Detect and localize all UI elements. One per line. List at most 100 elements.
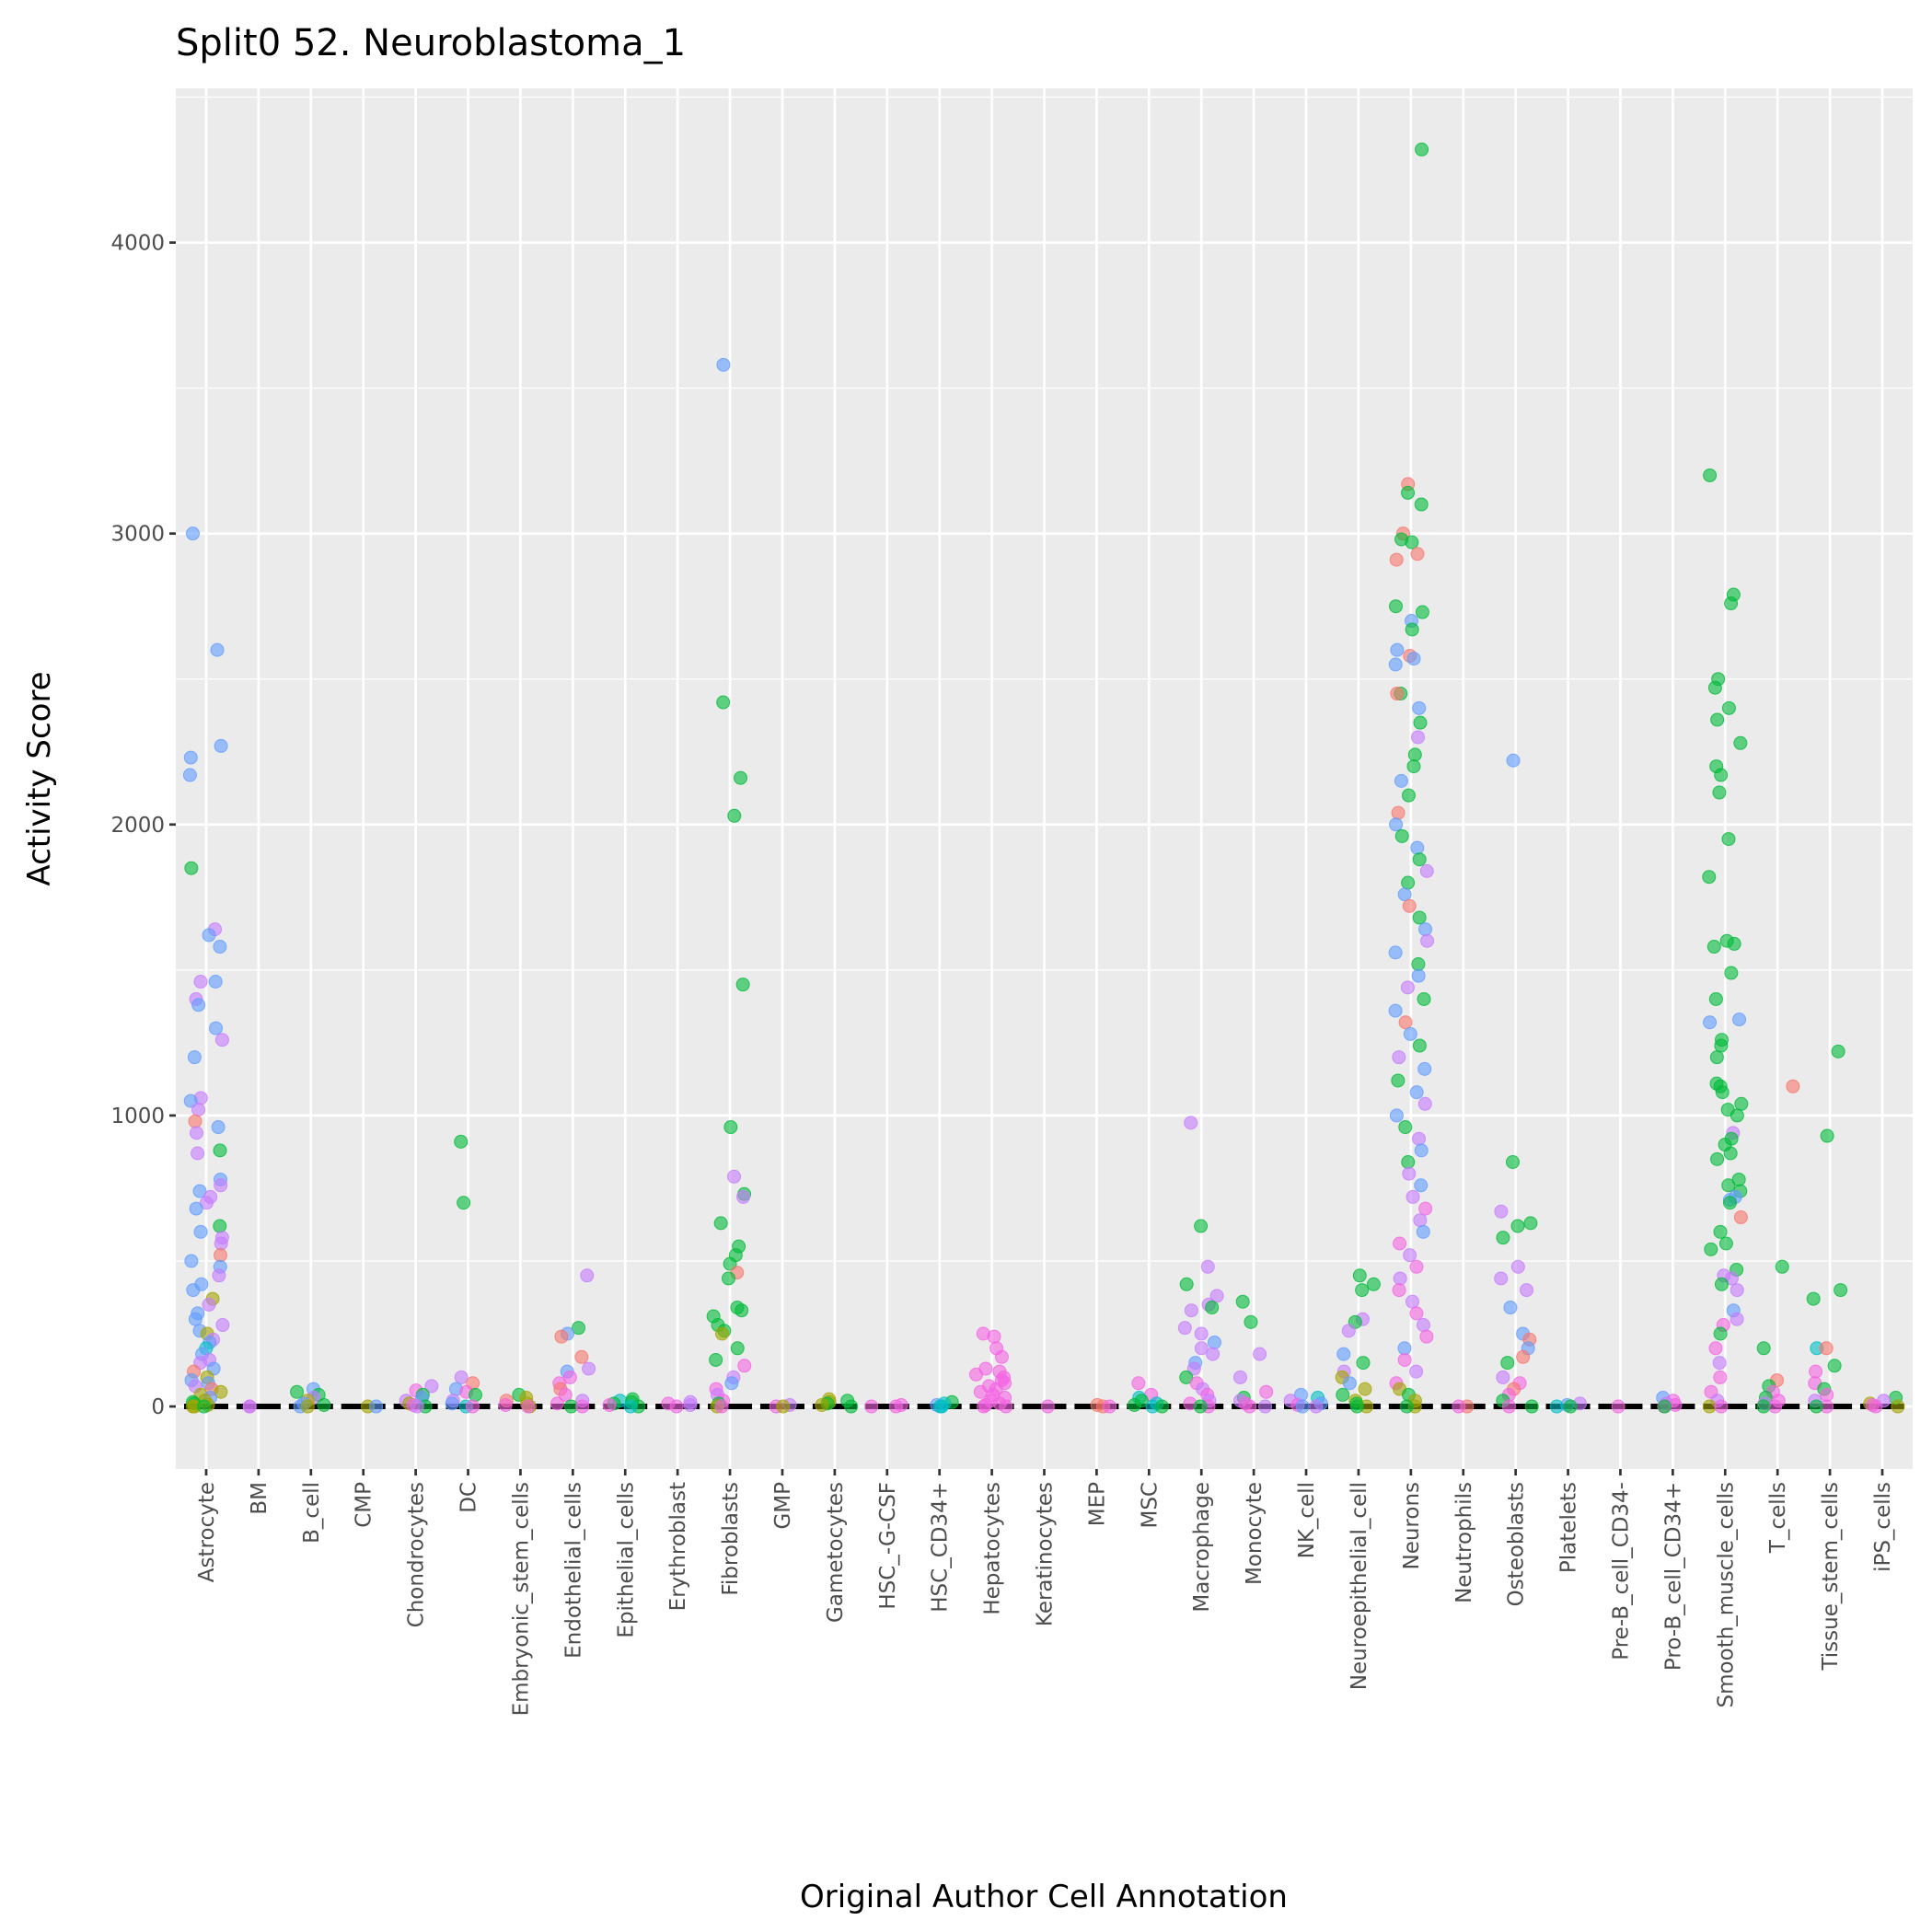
x-tick-label: Osteoblasts bbox=[1505, 1482, 1529, 1606]
data-point bbox=[1194, 1219, 1209, 1233]
data-point bbox=[987, 1329, 1001, 1344]
data-point bbox=[1416, 1224, 1430, 1239]
data-point bbox=[1709, 1050, 1724, 1065]
data-point bbox=[1703, 1015, 1718, 1030]
data-point bbox=[1831, 1044, 1845, 1059]
y-tick-label: 1000 bbox=[110, 1105, 165, 1128]
x-tick-label: NK_cell bbox=[1295, 1482, 1319, 1558]
data-point bbox=[716, 357, 731, 372]
data-point bbox=[574, 1349, 589, 1364]
data-point bbox=[211, 1120, 226, 1135]
data-point bbox=[1398, 1015, 1413, 1030]
data-point bbox=[1416, 1318, 1430, 1333]
data-point bbox=[1403, 1026, 1417, 1041]
data-point bbox=[1415, 142, 1429, 156]
data-point bbox=[1253, 1347, 1267, 1361]
data-point bbox=[183, 1093, 198, 1108]
x-tick-label: Hepatocytes bbox=[981, 1482, 1005, 1615]
x-tick-label: Chondrocytes bbox=[405, 1482, 429, 1627]
data-point bbox=[1510, 1219, 1525, 1233]
data-point bbox=[623, 1399, 638, 1414]
data-point bbox=[1505, 1154, 1520, 1169]
data-point bbox=[969, 1367, 984, 1382]
data-point bbox=[242, 1399, 257, 1414]
x-tick-label: HSC_-G-CSF bbox=[876, 1482, 900, 1610]
data-point bbox=[1727, 936, 1741, 951]
data-point bbox=[369, 1399, 384, 1414]
chart-title: Split0 52. Neuroblastoma_1 bbox=[176, 22, 686, 64]
data-point bbox=[1712, 785, 1727, 800]
data-point bbox=[1295, 1399, 1310, 1414]
data-point bbox=[1414, 497, 1429, 512]
data-point bbox=[1756, 1399, 1771, 1414]
data-point bbox=[1786, 1079, 1800, 1093]
data-point bbox=[188, 1114, 202, 1128]
data-point bbox=[1713, 1326, 1728, 1341]
x-tick-label: B_cell bbox=[300, 1482, 324, 1544]
x-tick-label: CMP bbox=[353, 1482, 376, 1528]
data-point bbox=[1209, 1289, 1224, 1303]
points-layer bbox=[182, 142, 1905, 1414]
y-tick-label: 2000 bbox=[110, 814, 165, 838]
data-point bbox=[1412, 910, 1427, 925]
data-point bbox=[735, 1303, 749, 1318]
data-point bbox=[714, 1399, 729, 1414]
x-tick-label: MSC bbox=[1138, 1482, 1162, 1529]
data-point bbox=[215, 1318, 230, 1333]
data-point bbox=[1417, 991, 1431, 1006]
data-point bbox=[1820, 1128, 1834, 1143]
x-tick-label: Erythroblast bbox=[666, 1482, 690, 1611]
data-point bbox=[1406, 759, 1421, 774]
data-point bbox=[1611, 1399, 1625, 1414]
data-point bbox=[776, 1399, 791, 1414]
data-point bbox=[1366, 1277, 1381, 1291]
data-point bbox=[1708, 1341, 1723, 1356]
data-point bbox=[1389, 817, 1404, 832]
data-point bbox=[1103, 1399, 1117, 1414]
data-point bbox=[1154, 1399, 1169, 1414]
data-point bbox=[727, 1169, 742, 1184]
data-point bbox=[1336, 1387, 1350, 1402]
data-point bbox=[1520, 1283, 1534, 1298]
data-point bbox=[1040, 1399, 1055, 1414]
x-tick-label: BM bbox=[248, 1482, 272, 1515]
data-point bbox=[1390, 642, 1405, 657]
data-point bbox=[1713, 1224, 1728, 1239]
data-point bbox=[290, 1384, 305, 1399]
data-point bbox=[1194, 1341, 1209, 1356]
data-point bbox=[1179, 1370, 1194, 1384]
data-point bbox=[1706, 940, 1721, 954]
data-point bbox=[498, 1397, 513, 1412]
data-point bbox=[1410, 547, 1425, 561]
data-point bbox=[1703, 468, 1718, 482]
data-point bbox=[734, 770, 748, 785]
data-point bbox=[1494, 1204, 1509, 1219]
data-point bbox=[1721, 1178, 1736, 1193]
data-point bbox=[1392, 1283, 1406, 1298]
data-point bbox=[1194, 1326, 1209, 1341]
data-point bbox=[724, 1376, 739, 1391]
data-point bbox=[1730, 1312, 1744, 1326]
data-point bbox=[1809, 1364, 1823, 1379]
data-point bbox=[1388, 1003, 1403, 1018]
data-point bbox=[213, 1143, 227, 1158]
y-axis: 0 1000 2000 3000 4000 bbox=[110, 232, 176, 1419]
y-tick-label: 4000 bbox=[110, 232, 165, 256]
data-point bbox=[1391, 805, 1406, 820]
data-point bbox=[1399, 1399, 1414, 1414]
data-point bbox=[1524, 1399, 1539, 1414]
data-point bbox=[184, 861, 199, 875]
data-point bbox=[214, 1236, 228, 1251]
data-point bbox=[1657, 1399, 1672, 1414]
data-point bbox=[193, 1224, 208, 1239]
data-point bbox=[317, 1397, 331, 1412]
data-point bbox=[1336, 1347, 1351, 1361]
data-point bbox=[1388, 599, 1403, 614]
data-point bbox=[1406, 652, 1421, 666]
y-tick-label: 3000 bbox=[110, 523, 165, 547]
x-tick-label: Fibroblasts bbox=[719, 1482, 743, 1596]
data-point bbox=[1341, 1324, 1356, 1338]
data-point bbox=[1206, 1347, 1221, 1361]
data-point bbox=[1420, 933, 1435, 948]
